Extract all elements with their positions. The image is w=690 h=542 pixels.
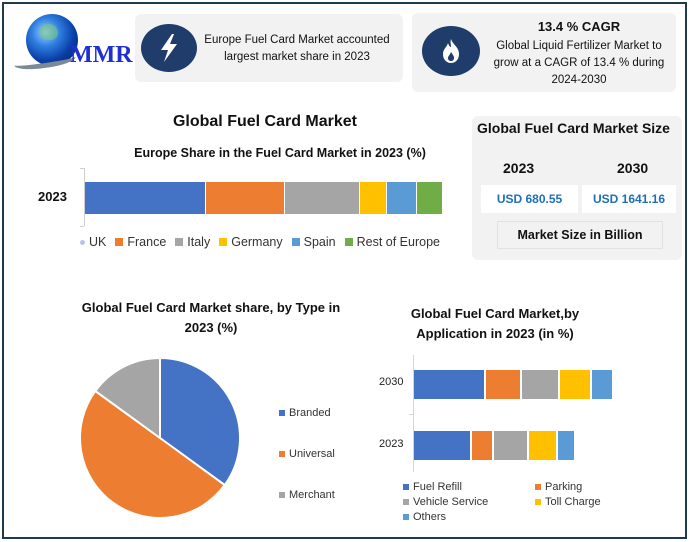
legend-item-rest-of-europe: Rest of Europe	[344, 235, 440, 249]
legend-item-germany: Germany	[219, 235, 283, 249]
bar-segment-france	[206, 182, 285, 214]
mmr-logo: MMR	[8, 12, 138, 74]
pie-slice-merchant	[93, 356, 161, 440]
europe-chart-subtitle: Europe Share in the Fuel Card Market in …	[134, 146, 426, 160]
bar-segment-vehicle-service	[494, 431, 529, 460]
y-axis-line	[413, 355, 414, 472]
flame-icon	[422, 26, 480, 76]
legend-label: Parking	[545, 481, 583, 493]
legend-swatch	[279, 410, 285, 416]
pie-slice-branded	[159, 356, 241, 487]
legend-item-italy: Italy	[175, 235, 210, 249]
info-card-europe: Europe Fuel Card Market accounted larges…	[135, 14, 403, 82]
axis-tick	[409, 414, 413, 415]
application-bar-2023	[414, 431, 576, 460]
y-category-label: 2023	[379, 438, 404, 450]
legend-swatch	[291, 238, 300, 246]
y-axis-line	[84, 168, 85, 226]
market-size-panel: Global Fuel Card Market Size 2023 2030 U…	[472, 116, 682, 260]
bar-segment-parking	[472, 431, 494, 460]
bar-segment-toll-charge	[529, 431, 558, 460]
bar-segment-vehicle-service	[522, 370, 560, 399]
info-card-text: Global Liquid Fertilizer Market to grow …	[493, 40, 665, 86]
lightning-bolt-icon	[141, 24, 197, 72]
swoosh-decoration	[13, 49, 77, 73]
legend-item-uk: UK	[80, 235, 106, 249]
market-size-title: Global Fuel Card Market Size	[477, 120, 670, 136]
bar-segment-rest-of-europe	[416, 182, 442, 214]
bar-segment-uk	[85, 182, 207, 214]
legend-item-merchant: Merchant	[279, 489, 335, 530]
legend-label: Vehicle Service	[413, 496, 489, 508]
year-2023-label: 2023	[503, 160, 535, 176]
y-category-label: 2023	[38, 189, 67, 204]
legend-item-toll-charge: Toll Charge	[535, 496, 625, 508]
chart-main-title: Global Fuel Card Market	[172, 113, 358, 130]
bar-segment-others	[592, 370, 614, 399]
legend-swatch	[403, 499, 409, 505]
legend-swatch	[80, 239, 85, 245]
axis-tick	[80, 168, 84, 169]
bar-segment-fuel-refill	[414, 370, 486, 399]
bar-segment-fuel-refill	[414, 431, 472, 460]
year-2030-label: 2030	[617, 160, 649, 176]
pie-slice-universal	[79, 389, 227, 519]
legend-label: Merchant	[289, 489, 335, 501]
globe-icon	[26, 14, 78, 66]
legend-swatch	[219, 238, 228, 246]
legend-label: Others	[413, 511, 447, 523]
legend-item-vehicle-service: Vehicle Service	[403, 496, 535, 508]
legend-item-parking: Parking	[535, 481, 625, 493]
legend-label: Branded	[289, 407, 331, 419]
legend-swatch	[403, 514, 409, 520]
legend-swatch	[175, 238, 184, 246]
legend-label: France	[127, 235, 167, 249]
legend-label: Germany	[231, 235, 283, 249]
application-chart-title: Global Fuel Card Market,by Application i…	[410, 306, 580, 341]
application-legend: Fuel Refill Parking Vehicle Service Toll Ch…	[403, 481, 623, 523]
legend-swatch	[403, 484, 409, 490]
legend-item-fuel-refill: Fuel Refill	[403, 481, 535, 493]
y-category-label: 2030	[379, 376, 404, 388]
bar-segment-parking	[486, 370, 522, 399]
info-card-text: Europe Fuel Card Market accounted larges…	[204, 34, 390, 63]
legend-swatch	[279, 492, 285, 498]
legend-swatch	[279, 451, 285, 457]
legend-label: Italy	[187, 235, 211, 249]
legend-item-branded: Branded	[279, 407, 335, 448]
bar-segment-germany	[359, 182, 387, 214]
info-card-cagr: 13.4 % CAGR Global Liquid Fertilizer Mar…	[412, 13, 676, 92]
cagr-title: 13.4 % CAGR	[537, 19, 621, 34]
legend-label: UK	[89, 235, 107, 249]
application-bar-2030	[414, 370, 614, 399]
legend-label: Universal	[289, 448, 335, 460]
logo-text: MMR	[70, 42, 133, 68]
bar-segment-italy	[284, 182, 360, 214]
unit-label: Market Size in Billion	[497, 221, 663, 249]
legend-item-others: Others	[403, 511, 535, 523]
legend-label: Toll Charge	[545, 496, 601, 508]
legend-item-universal: Universal	[279, 448, 335, 489]
legend-item-france: France	[115, 235, 166, 249]
legend-swatch	[535, 484, 541, 490]
value-2023: USD 680.55	[481, 185, 578, 213]
legend-item-spain: Spain	[291, 235, 336, 249]
legend-label: Fuel Refill	[413, 481, 462, 493]
europe-legend: UK France Italy Germany Spain Rest of Europe	[80, 235, 460, 249]
bar-segment-others	[558, 431, 576, 460]
legend-swatch	[535, 499, 541, 505]
axis-tick	[80, 226, 84, 227]
value-2030: USD 1641.16	[582, 185, 676, 213]
legend-swatch	[344, 238, 353, 246]
legend-label: Spain	[303, 235, 336, 249]
pie-legend: Branded Universal Merchant	[279, 407, 335, 530]
pie-chart-title: Global Fuel Card Market share, by Type i…	[81, 300, 341, 335]
bar-segment-spain	[386, 182, 417, 214]
legend-swatch	[115, 238, 124, 246]
legend-label: Rest of Europe	[356, 235, 440, 249]
bar-segment-toll-charge	[560, 370, 592, 399]
europe-stacked-bar	[85, 182, 442, 214]
type-pie-chart	[79, 356, 241, 519]
